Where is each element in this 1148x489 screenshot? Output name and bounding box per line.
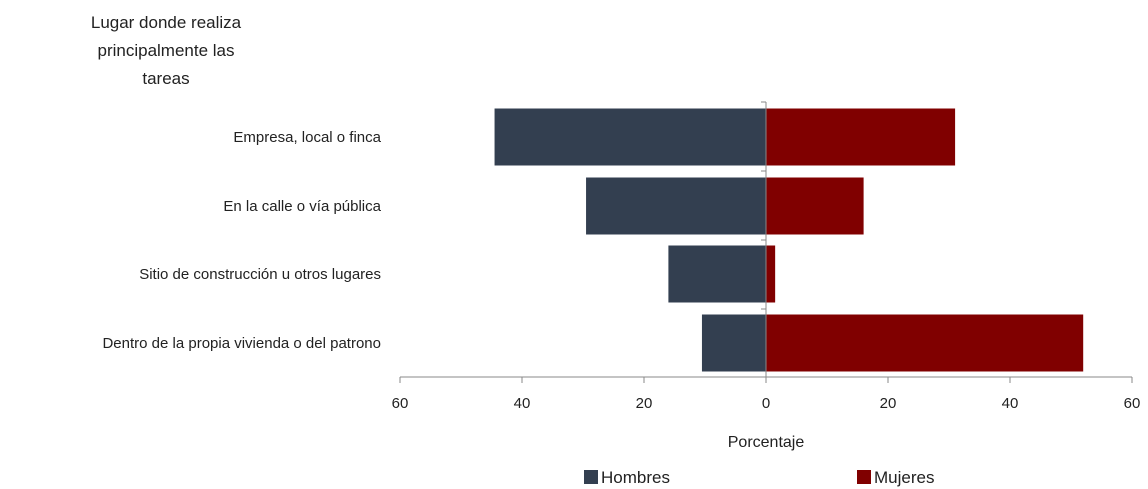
bar-mujeres [766, 314, 1084, 372]
x-tick-label: 20 [880, 395, 897, 412]
bars [494, 108, 1084, 372]
x-tick-label: 0 [762, 395, 770, 412]
legend-label-mujeres: Mujeres [874, 468, 934, 487]
bar-hombres [701, 314, 766, 372]
x-axis-title: Porcentaje [728, 434, 805, 451]
category-label: En la calle o vía pública [223, 198, 381, 215]
x-tick-label: 40 [514, 395, 531, 412]
x-axis: 60 40 20 0 20 40 60 [392, 101, 1141, 412]
x-tick-label: 40 [1002, 395, 1019, 412]
bar-mujeres [766, 108, 956, 166]
bar-mujeres [766, 245, 776, 303]
legend-label-hombres: Hombres [601, 468, 670, 487]
legend-swatch-mujeres [857, 470, 871, 484]
x-tick-label: 60 [1124, 395, 1141, 412]
bar-mujeres [766, 177, 864, 235]
bar-hombres [586, 177, 766, 235]
x-tick-label: 20 [636, 395, 653, 412]
category-label: Empresa, local o finca [233, 129, 381, 146]
legend-swatch-hombres [584, 470, 598, 484]
category-labels: Empresa, local o finca En la calle o vía … [102, 129, 381, 352]
chart-title: Lugar donde realiza principalmente las tar… [91, 13, 242, 88]
category-label: Sitio de construcción u otros lugares [139, 266, 381, 283]
chart-title-line: tareas [142, 69, 189, 88]
chart-title-line: principalmente las [97, 41, 234, 60]
bar-hombres [668, 245, 766, 303]
bar-hombres [494, 108, 766, 166]
x-tick-label: 60 [392, 395, 409, 412]
legend: Hombres Mujeres [584, 468, 934, 487]
category-label: Dentro de la propia vivienda o del patro… [102, 335, 381, 352]
chart-title-line: Lugar donde realiza [91, 13, 242, 32]
